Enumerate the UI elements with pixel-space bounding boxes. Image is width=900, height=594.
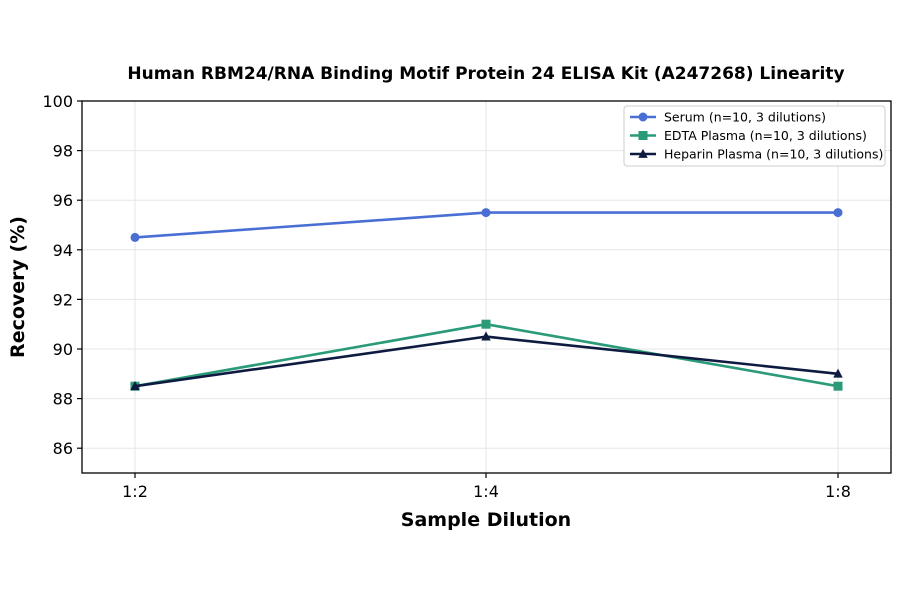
legend-marker (638, 148, 648, 158)
legend-marker (638, 112, 648, 122)
x-tick-label: 1:4 (473, 482, 499, 501)
data-point (481, 319, 491, 329)
data-point (130, 232, 140, 242)
data-point (833, 368, 843, 378)
data-point (481, 208, 491, 218)
legend-label: Serum (n=10, 3 dilutions) (664, 110, 826, 125)
chart-title: Human RBM24/RNA Binding Motif Protein 24… (127, 64, 844, 84)
legend-label: Heparin Plasma (n=10, 3 dilutions) (664, 147, 883, 162)
y-tick-label: 86 (53, 439, 73, 458)
legend-entry: Serum (n=10, 3 dilutions) (630, 110, 826, 125)
legend-entry: EDTA Plasma (n=10, 3 dilutions) (630, 128, 867, 143)
data-point (481, 331, 491, 341)
data-point (833, 381, 843, 391)
y-tick-label: 98 (53, 142, 73, 161)
y-tick-label: 90 (53, 340, 73, 359)
x-tick-label: 1:2 (122, 482, 148, 501)
legend-entry: Heparin Plasma (n=10, 3 dilutions) (630, 147, 883, 162)
legend-box (623, 105, 886, 167)
series-3 (130, 331, 843, 391)
y-tick-label: 94 (53, 241, 73, 260)
tick-layer: 86 88 90 92 94 96 98 100 1:2 1:4 1:8 (42, 92, 850, 501)
y-axis-label: Recovery (%) (7, 216, 29, 358)
y-tick-label: 92 (53, 290, 73, 309)
x-tick-label: 1:8 (825, 482, 851, 501)
series-1 (130, 208, 843, 242)
series-layer (130, 208, 843, 391)
legend-marker (638, 131, 648, 140)
y-tick-label: 96 (53, 191, 73, 210)
data-point (130, 381, 140, 391)
legend: Serum (n=10, 3 dilutions) EDTA Plasma (n=… (623, 105, 886, 167)
x-axis-label: Sample Dilution (401, 509, 571, 531)
y-tick-label: 100 (42, 92, 73, 111)
legend-label: EDTA Plasma (n=10, 3 dilutions) (664, 128, 867, 143)
data-point (833, 208, 843, 218)
y-tick-label: 88 (53, 390, 73, 409)
